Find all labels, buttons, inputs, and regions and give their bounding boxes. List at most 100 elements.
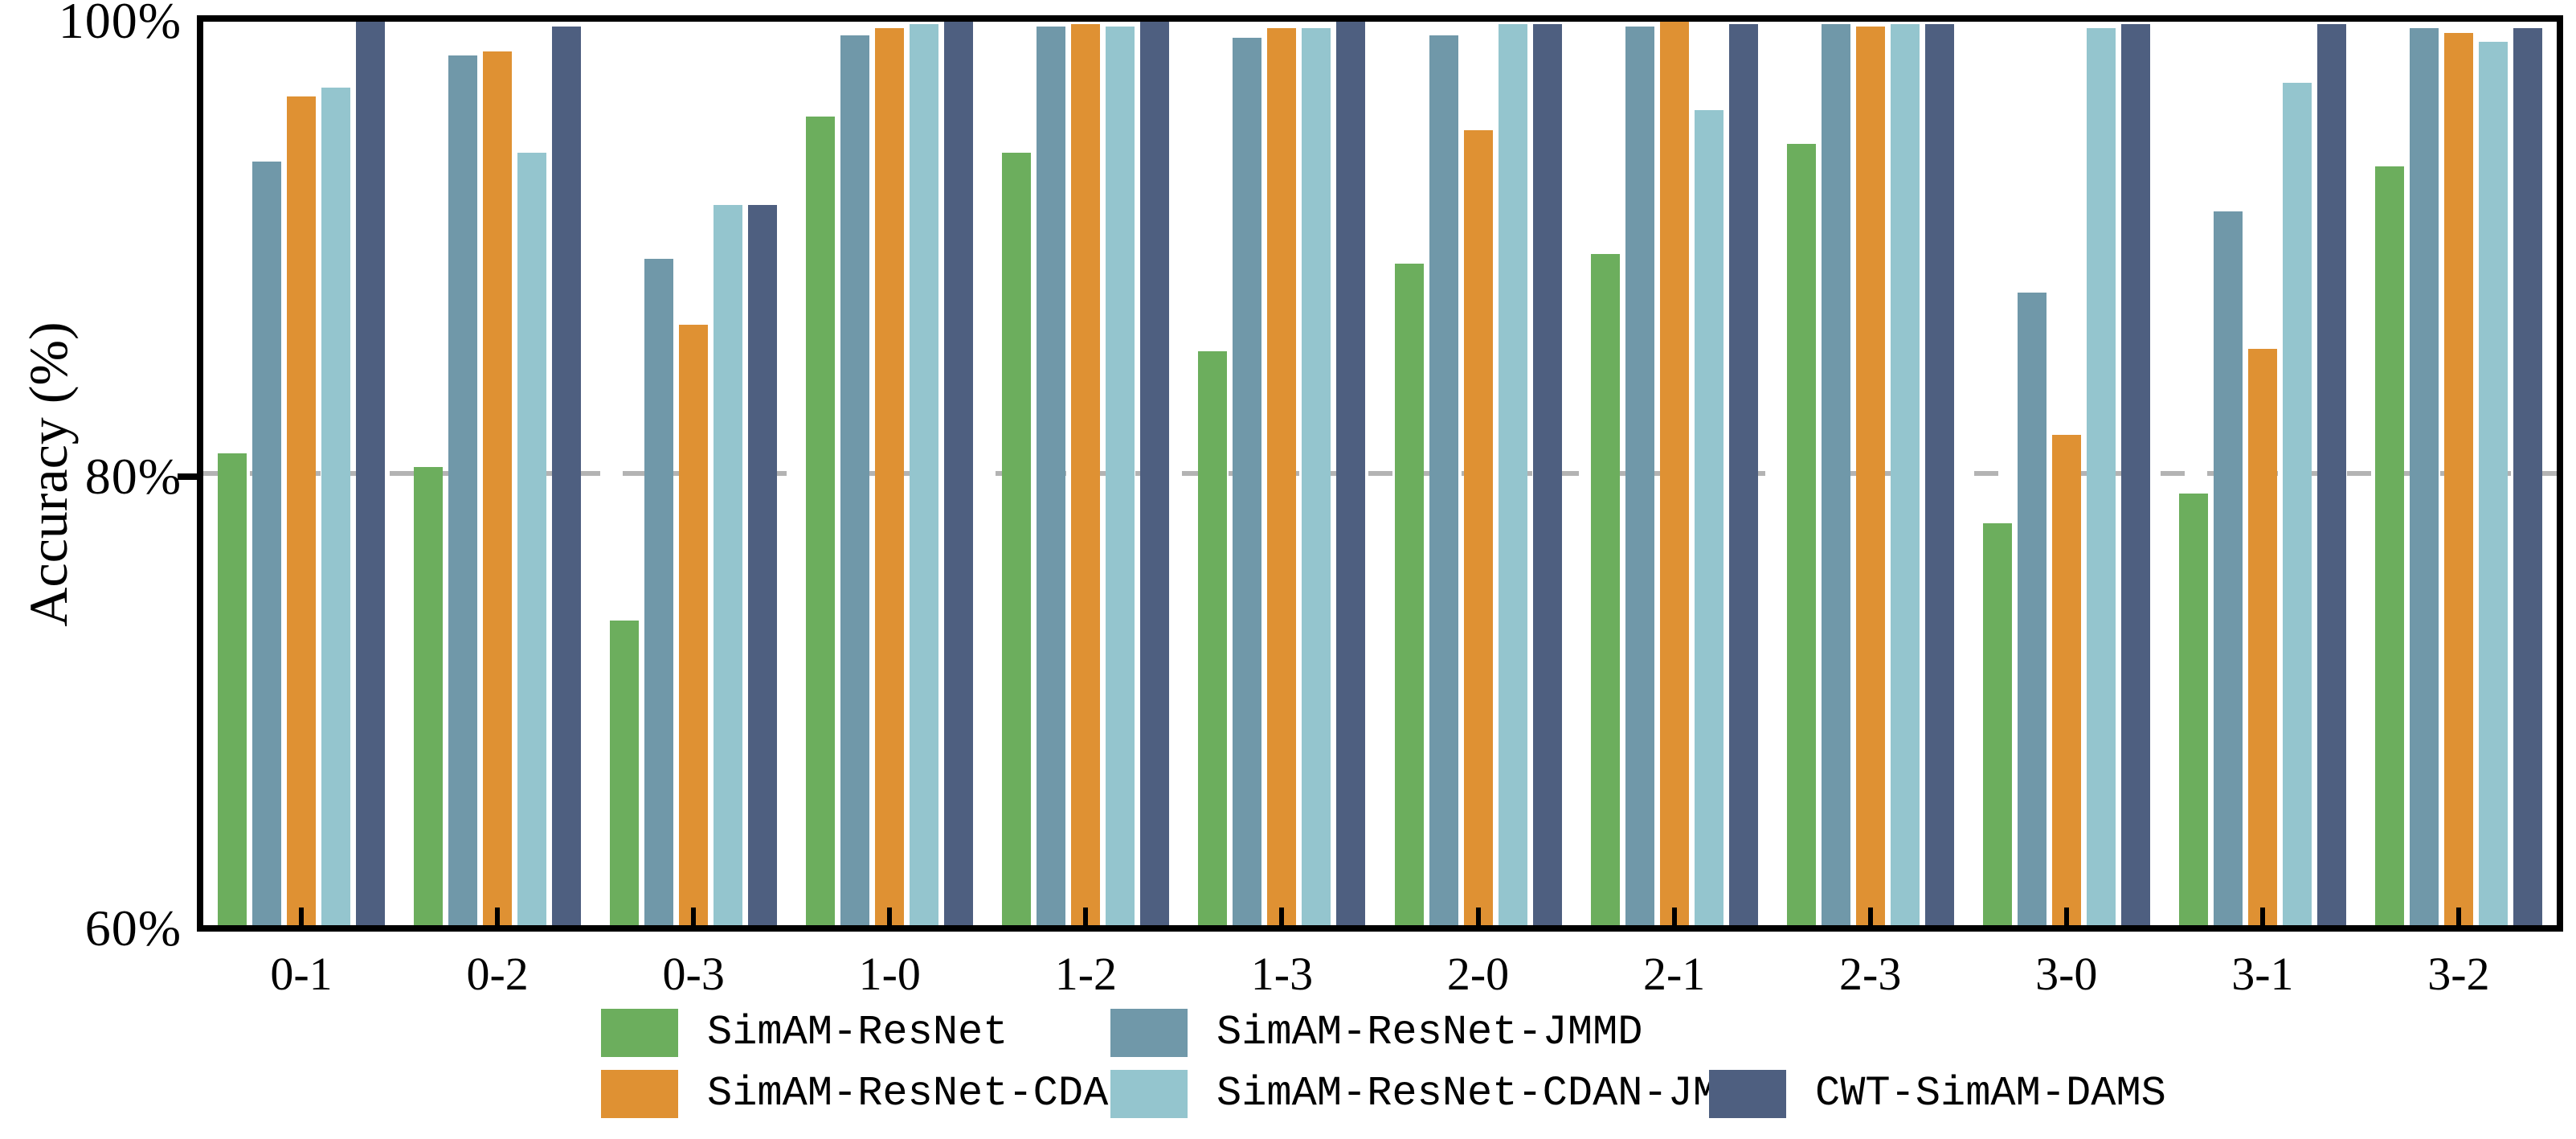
legend-label-SimAM-ResNet: SimAM-ResNet	[707, 1009, 1008, 1056]
legend-swatch-SimAM-ResNet-JMMD	[1110, 1009, 1188, 1057]
bar-SimAM-ResNet-CDAN-JMMD-1-2	[1106, 26, 1135, 925]
xtick-mark-0-1	[299, 908, 305, 925]
xtick-mark-0-2	[495, 908, 501, 925]
legend-column-2: SimAM-ResNet-JMMD SimAM-ResNet-CDAN-JMMD	[1110, 1006, 1768, 1121]
legend-swatch-CWT-SimAM-DAMS	[1709, 1070, 1786, 1118]
bar-CWT-SimAM-DAMS-1-2	[1140, 22, 1170, 925]
bar-SimAM-ResNet-JMMD-0-1	[252, 162, 282, 925]
bar-SimAM-ResNet-CDAN-JMMD-2-3	[1890, 23, 1920, 925]
bar-CWT-SimAM-DAMS-0-2	[552, 26, 582, 925]
category-label-2-1: 2-1	[1642, 948, 1706, 1000]
ytick-label-100: 100%	[58, 0, 182, 49]
bar-SimAM-ResNet-JMMD-1-0	[840, 35, 870, 925]
category-label-3-1: 3-1	[2231, 948, 2294, 1000]
bar-CWT-SimAM-DAMS-3-2	[2513, 28, 2542, 925]
category-label-0-2: 0-2	[466, 948, 529, 1000]
bar-SimAM-ResNet-CDAN-JMMD-2-1	[1694, 109, 1723, 925]
xtick-mark-0-3	[691, 908, 697, 925]
bar-SimAM-ResNet-JMMD-0-2	[448, 55, 478, 925]
xtick-mark-1-0	[887, 908, 893, 925]
bar-SimAM-ResNet-JMMD-1-3	[1233, 37, 1262, 925]
bar-SimAM-ResNet-CDAN-JMMD-1-3	[1302, 28, 1331, 925]
xtick-mark-2-0	[1475, 908, 1481, 925]
legend-item-SimAM-ResNet-JMMD: SimAM-ResNet-JMMD	[1110, 1006, 1768, 1059]
bar-SimAM-ResNet-CDAN-JMMD-0-2	[517, 152, 547, 925]
bar-SimAM-ResNet-CDAN-2-3	[1855, 26, 1885, 925]
bar-SimAM-ResNet-CDAN-0-2	[483, 51, 513, 925]
bar-SimAM-ResNet-CDAN-JMMD-3-0	[2086, 28, 2116, 925]
legend-label-SimAM-ResNet-CDAN-JMMD: SimAM-ResNet-CDAN-JMMD	[1216, 1070, 1768, 1117]
bar-SimAM-ResNet-0-3	[610, 620, 640, 925]
bar-SimAM-ResNet-CDAN-3-0	[2051, 435, 2081, 925]
legend-item-SimAM-ResNet-CDAN-JMMD: SimAM-ResNet-CDAN-JMMD	[1110, 1067, 1768, 1121]
bar-SimAM-ResNet-CDAN-1-0	[875, 28, 905, 925]
bar-SimAM-ResNet-CDAN-0-1	[287, 96, 317, 925]
bar-SimAM-ResNet-CDAN-JMMD-0-1	[321, 87, 351, 925]
bar-SimAM-ResNet-CDAN-1-3	[1267, 28, 1297, 925]
bar-SimAM-ResNet-JMMD-0-3	[644, 259, 674, 925]
ytick-label-60: 60%	[84, 899, 182, 957]
legend-label-CWT-SimAM-DAMS: CWT-SimAM-DAMS	[1815, 1070, 2166, 1117]
bar-SimAM-ResNet-3-2	[2374, 166, 2404, 925]
xtick-mark-1-2	[1083, 908, 1089, 925]
category-label-1-3: 1-3	[1250, 948, 1314, 1000]
legend-column-1: SimAM-ResNet SimAM-ResNet-CDAN	[601, 1006, 1134, 1121]
bar-SimAM-ResNet-JMMD-2-3	[1821, 23, 1850, 925]
legend-item-SimAM-ResNet: SimAM-ResNet	[601, 1006, 1134, 1059]
bar-SimAM-ResNet-CDAN-1-2	[1071, 23, 1101, 925]
bar-SimAM-ResNet-JMMD-3-0	[2017, 293, 2046, 925]
bar-SimAM-ResNet-JMMD-2-0	[1429, 35, 1458, 925]
bar-CWT-SimAM-DAMS-0-1	[356, 22, 386, 925]
bar-SimAM-ResNet-2-3	[1786, 143, 1816, 925]
xtick-mark-3-1	[2259, 908, 2265, 925]
bar-SimAM-ResNet-CDAN-3-2	[2443, 33, 2473, 925]
bar-SimAM-ResNet-2-1	[1590, 254, 1620, 925]
bar-SimAM-ResNet-CDAN-JMMD-2-0	[1498, 23, 1527, 925]
category-label-0-1: 0-1	[270, 948, 333, 1000]
bar-SimAM-ResNet-0-1	[218, 453, 247, 925]
bar-SimAM-ResNet-JMMD-3-1	[2213, 211, 2243, 925]
legend-label-SimAM-ResNet-CDAN: SimAM-ResNet-CDAN	[707, 1070, 1134, 1117]
bar-SimAM-ResNet-1-2	[1002, 152, 1032, 925]
bar-SimAM-ResNet-CDAN-2-1	[1659, 22, 1689, 925]
bar-SimAM-ResNet-1-3	[1198, 351, 1228, 925]
xtick-mark-3-0	[2063, 908, 2069, 925]
xtick-mark-2-3	[1867, 908, 1873, 925]
category-label-0-3: 0-3	[662, 948, 725, 1000]
bar-CWT-SimAM-DAMS-1-3	[1336, 22, 1366, 925]
legend-label-SimAM-ResNet-JMMD: SimAM-ResNet-JMMD	[1216, 1009, 1643, 1056]
bar-SimAM-ResNet-0-2	[414, 466, 444, 925]
bar-SimAM-ResNet-CDAN-3-1	[2247, 349, 2277, 925]
category-label-2-3: 2-3	[1839, 948, 1902, 1000]
bar-SimAM-ResNet-CDAN-JMMD-0-3	[714, 204, 743, 925]
bar-SimAM-ResNet-CDAN-JMMD-1-0	[910, 23, 939, 925]
bar-SimAM-ResNet-JMMD-1-2	[1037, 26, 1066, 925]
gridline-80pct	[203, 471, 2557, 476]
bar-CWT-SimAM-DAMS-3-1	[2316, 23, 2346, 925]
bar-SimAM-ResNet-3-1	[2178, 494, 2208, 925]
legend-swatch-SimAM-ResNet	[601, 1009, 678, 1057]
plot-inner	[203, 22, 2557, 925]
xtick-mark-3-2	[2455, 908, 2461, 925]
bar-SimAM-ResNet-JMMD-2-1	[1625, 26, 1654, 925]
category-label-1-2: 1-2	[1054, 948, 1118, 1000]
bar-SimAM-ResNet-CDAN-0-3	[679, 324, 709, 925]
category-label-3-0: 3-0	[2035, 948, 2098, 1000]
bar-CWT-SimAM-DAMS-1-0	[944, 22, 974, 925]
xtick-mark-1-3	[1279, 908, 1285, 925]
bar-SimAM-ResNet-CDAN-JMMD-3-1	[2282, 82, 2312, 925]
category-label-1-0: 1-0	[858, 948, 921, 1000]
plot-area	[197, 15, 2563, 932]
ytick-mark-80	[178, 473, 200, 480]
xtick-mark-2-1	[1671, 908, 1677, 925]
legend-swatch-SimAM-ResNet-CDAN	[601, 1070, 678, 1118]
legend-column-3: CWT-SimAM-DAMS	[1709, 1006, 2166, 1121]
bar-SimAM-ResNet-1-0	[806, 117, 836, 925]
bar-CWT-SimAM-DAMS-2-3	[1924, 23, 1954, 925]
bar-CWT-SimAM-DAMS-2-1	[1728, 23, 1758, 925]
ytick-label-80: 80%	[84, 448, 182, 505]
bar-CWT-SimAM-DAMS-0-3	[748, 204, 778, 925]
bar-CWT-SimAM-DAMS-2-0	[1532, 23, 1562, 925]
category-label-3-2: 3-2	[2427, 948, 2490, 1000]
